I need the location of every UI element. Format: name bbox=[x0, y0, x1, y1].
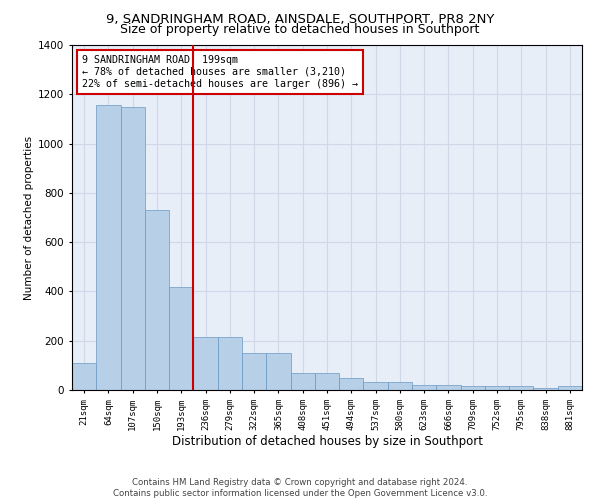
Bar bbox=[96, 106, 121, 390]
Bar bbox=[388, 382, 412, 390]
Text: Size of property relative to detached houses in Southport: Size of property relative to detached ho… bbox=[121, 22, 479, 36]
Bar bbox=[339, 378, 364, 390]
Bar bbox=[509, 386, 533, 390]
Bar bbox=[461, 386, 485, 390]
Bar bbox=[290, 373, 315, 390]
X-axis label: Distribution of detached houses by size in Southport: Distribution of detached houses by size … bbox=[172, 436, 482, 448]
Bar bbox=[436, 385, 461, 390]
Bar bbox=[266, 353, 290, 390]
Bar bbox=[242, 353, 266, 390]
Bar bbox=[533, 388, 558, 390]
Bar bbox=[121, 106, 145, 390]
Text: 9, SANDRINGHAM ROAD, AINSDALE, SOUTHPORT, PR8 2NY: 9, SANDRINGHAM ROAD, AINSDALE, SOUTHPORT… bbox=[106, 12, 494, 26]
Bar bbox=[145, 210, 169, 390]
Bar bbox=[485, 386, 509, 390]
Bar bbox=[364, 382, 388, 390]
Bar bbox=[558, 386, 582, 390]
Bar bbox=[412, 385, 436, 390]
Y-axis label: Number of detached properties: Number of detached properties bbox=[24, 136, 34, 300]
Bar bbox=[193, 337, 218, 390]
Bar bbox=[218, 337, 242, 390]
Bar bbox=[72, 363, 96, 390]
Text: Contains HM Land Registry data © Crown copyright and database right 2024.
Contai: Contains HM Land Registry data © Crown c… bbox=[113, 478, 487, 498]
Bar bbox=[169, 286, 193, 390]
Text: 9 SANDRINGHAM ROAD: 199sqm
← 78% of detached houses are smaller (3,210)
22% of s: 9 SANDRINGHAM ROAD: 199sqm ← 78% of deta… bbox=[82, 56, 358, 88]
Bar bbox=[315, 373, 339, 390]
